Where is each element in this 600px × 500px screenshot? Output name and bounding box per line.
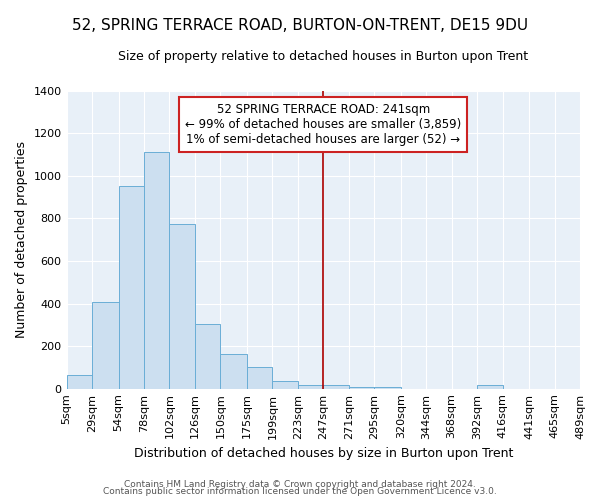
Bar: [67, 375, 92, 388]
Bar: [323, 386, 349, 388]
Bar: [119, 186, 144, 388]
Bar: [220, 354, 247, 388]
X-axis label: Distribution of detached houses by size in Burton upon Trent: Distribution of detached houses by size …: [134, 447, 513, 460]
Bar: [92, 302, 119, 388]
Bar: [374, 386, 401, 388]
Text: Contains public sector information licensed under the Open Government Licence v3: Contains public sector information licen…: [103, 488, 497, 496]
Bar: [298, 386, 323, 388]
Y-axis label: Number of detached properties: Number of detached properties: [15, 141, 28, 338]
Bar: [272, 381, 298, 388]
Bar: [169, 224, 195, 388]
Bar: [247, 368, 272, 388]
Bar: [195, 324, 220, 388]
Text: Contains HM Land Registry data © Crown copyright and database right 2024.: Contains HM Land Registry data © Crown c…: [124, 480, 476, 489]
Bar: [144, 152, 169, 388]
Bar: [477, 386, 503, 388]
Title: Size of property relative to detached houses in Burton upon Trent: Size of property relative to detached ho…: [118, 50, 529, 63]
Text: 52, SPRING TERRACE ROAD, BURTON-ON-TRENT, DE15 9DU: 52, SPRING TERRACE ROAD, BURTON-ON-TRENT…: [72, 18, 528, 32]
Text: 52 SPRING TERRACE ROAD: 241sqm
← 99% of detached houses are smaller (3,859)
1% o: 52 SPRING TERRACE ROAD: 241sqm ← 99% of …: [185, 104, 461, 146]
Bar: [349, 386, 374, 388]
